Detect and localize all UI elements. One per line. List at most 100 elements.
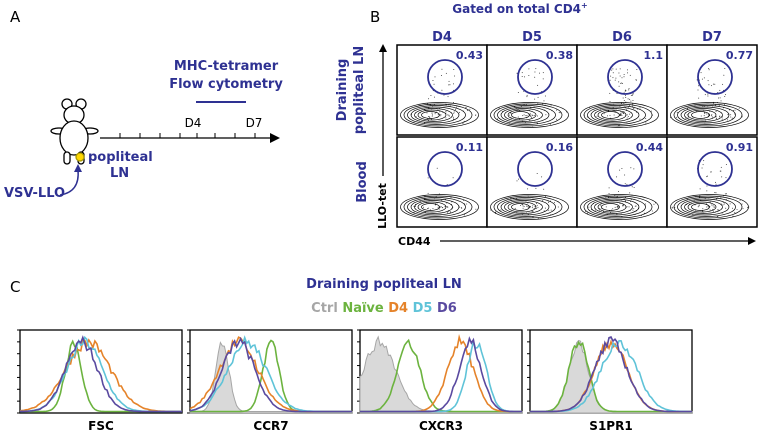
timeline-title: Flow cytometry xyxy=(169,77,283,92)
timeline-tick-label: D7 xyxy=(246,116,263,130)
event-dot xyxy=(676,111,678,113)
event-dot xyxy=(542,78,544,80)
gate xyxy=(427,59,463,95)
event-dot xyxy=(537,84,539,86)
event-dot xyxy=(433,96,435,98)
event-dot xyxy=(629,74,631,76)
contour xyxy=(497,105,556,125)
event-dot xyxy=(441,199,443,201)
event-dot xyxy=(724,67,726,69)
event-dot xyxy=(428,98,430,100)
histogram-curve xyxy=(530,336,692,413)
event-dot xyxy=(626,114,628,116)
contour xyxy=(673,103,743,127)
gate-frequency: 0.16 xyxy=(546,141,573,154)
event-dot xyxy=(620,112,622,114)
row-label: Draining xyxy=(335,59,350,122)
event-dot xyxy=(734,212,736,214)
event-dot xyxy=(686,114,688,116)
event-dot xyxy=(704,113,706,115)
legend-entry: D4 xyxy=(388,301,408,316)
event-dot xyxy=(639,107,641,109)
event-dot xyxy=(516,180,518,182)
event-dot xyxy=(630,167,632,169)
legend-entry: D6 xyxy=(437,301,457,316)
event-dot xyxy=(432,207,434,209)
event-dot xyxy=(520,105,522,107)
event-dot xyxy=(631,186,633,188)
event-dot xyxy=(699,195,701,197)
event-dot xyxy=(534,98,536,100)
event-dot xyxy=(462,122,464,124)
event-dot xyxy=(427,177,429,179)
gate xyxy=(607,151,643,187)
contour xyxy=(400,102,479,128)
event-dot xyxy=(741,203,743,205)
legend-entry: D5 xyxy=(413,301,433,316)
event-dot xyxy=(715,192,717,194)
injection-label: VSV-LLO xyxy=(4,186,65,201)
event-dot xyxy=(615,77,617,79)
event-dot xyxy=(433,83,435,85)
row-label: Blood xyxy=(355,161,370,203)
event-dot xyxy=(500,209,502,211)
event-dot xyxy=(701,78,703,80)
event-dot xyxy=(701,167,703,169)
event-dot xyxy=(526,96,528,98)
event-dot xyxy=(712,208,714,210)
event-dot xyxy=(625,96,627,98)
event-dot xyxy=(618,85,620,87)
event-dot xyxy=(536,204,538,206)
site-label: popliteal xyxy=(88,150,153,165)
gate-frequency: 0.77 xyxy=(726,49,753,62)
event-dot xyxy=(710,85,712,87)
event-dot xyxy=(558,111,560,113)
event-dot xyxy=(632,105,634,107)
event-dot xyxy=(610,75,612,77)
flow-grid: D4 D5 D6 D7 0.43 0.38 1.1 0.77 0.11 0.16 0.44 0.91 xyxy=(396,30,758,228)
event-dot xyxy=(516,198,518,200)
event-dot xyxy=(720,166,722,168)
event-dot xyxy=(609,114,611,116)
event-dot xyxy=(722,204,724,206)
event-dot xyxy=(586,212,588,214)
event-dot xyxy=(644,203,646,205)
event-dot xyxy=(431,115,433,117)
event-dot xyxy=(526,115,528,117)
marker-label: FSC xyxy=(88,419,114,433)
event-dot xyxy=(739,199,741,201)
event-dot xyxy=(449,211,451,213)
event-dot xyxy=(697,89,699,91)
event-dot xyxy=(623,204,625,206)
timeline-arrow xyxy=(270,133,280,143)
contour xyxy=(691,111,710,119)
event-dot xyxy=(714,83,716,85)
event-dot xyxy=(719,116,721,118)
event-dot xyxy=(523,206,525,208)
event-dot xyxy=(535,187,537,189)
legend-entry: Ctrl xyxy=(311,301,338,316)
event-dot xyxy=(427,207,429,209)
gate xyxy=(517,59,553,95)
event-dot xyxy=(747,206,749,208)
title-text: Gated on total CD4 xyxy=(452,2,581,16)
event-dot xyxy=(609,92,611,94)
event-dot xyxy=(527,206,529,208)
event-dot xyxy=(446,212,448,214)
event-dot xyxy=(736,209,738,211)
event-dot xyxy=(639,118,641,120)
contour xyxy=(670,194,749,220)
event-dot xyxy=(619,114,621,116)
event-dot xyxy=(428,107,430,109)
event-dot xyxy=(463,120,465,122)
event-dot xyxy=(559,112,561,114)
contour xyxy=(597,109,627,121)
event-dot xyxy=(607,196,609,198)
event-dot xyxy=(620,82,622,84)
event-dot xyxy=(616,196,618,198)
event-dot xyxy=(542,200,544,202)
contour xyxy=(597,201,627,213)
event-dot xyxy=(531,114,533,116)
event-dot xyxy=(724,96,726,98)
event-dot xyxy=(553,202,555,204)
